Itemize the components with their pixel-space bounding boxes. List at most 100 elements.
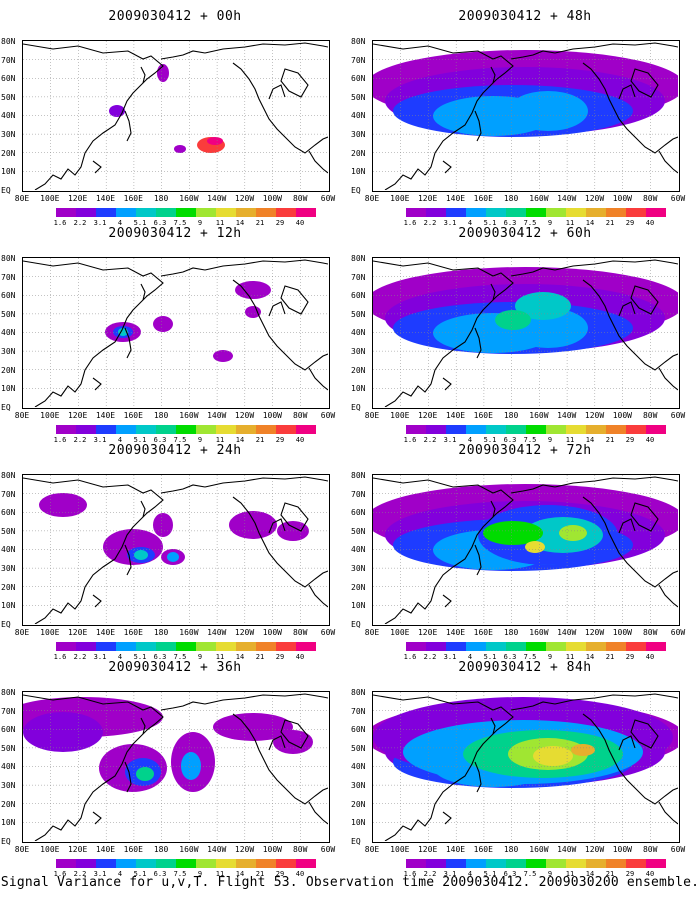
colorbar-swatch xyxy=(196,859,216,868)
latitude-label: 40N xyxy=(351,111,366,121)
colorbar-label: 29 xyxy=(275,219,285,227)
variance-contour xyxy=(235,281,271,299)
colorbar-label: 6.3 xyxy=(503,436,517,444)
graticule xyxy=(373,258,678,407)
latitude-label: 80N xyxy=(351,37,366,46)
coastline xyxy=(490,66,496,84)
colorbar-label: 7.5 xyxy=(173,219,187,227)
coastline xyxy=(474,761,482,793)
colorbar-swatch xyxy=(486,208,506,217)
colorbar-swatch xyxy=(626,208,646,217)
coastline xyxy=(308,801,328,825)
panel-title: 2009030412 + 24h xyxy=(108,443,242,458)
colorbar-swatch xyxy=(136,425,156,434)
colorbar-swatch xyxy=(646,208,666,217)
colorbar-swatch xyxy=(406,642,426,651)
latitude-label: 50N xyxy=(1,743,16,753)
colorbar xyxy=(56,425,316,434)
colorbar-label: 6.3 xyxy=(153,653,167,661)
coastline xyxy=(630,285,659,315)
colorbar-label: 9 xyxy=(547,219,553,227)
panel-title: 2009030412 + 72h xyxy=(458,443,592,458)
longitude-label: 160W xyxy=(529,628,549,637)
coastline xyxy=(92,594,102,608)
longitude-label: 120W xyxy=(584,411,605,420)
colorbar-swatch xyxy=(276,642,296,651)
colorbar-swatch xyxy=(236,425,256,434)
latitude-label: 50N xyxy=(1,309,16,319)
latitude-label: 70N xyxy=(351,55,366,65)
colorbar-swatch xyxy=(96,425,116,434)
coastline xyxy=(232,62,328,154)
latitude-label: 70N xyxy=(1,706,16,716)
colorbar-label: 9 xyxy=(547,870,553,878)
colorbar-swatch xyxy=(526,642,546,651)
colorbar-label: 21 xyxy=(255,436,265,444)
longitude-label: 100W xyxy=(612,845,632,854)
coastline xyxy=(582,279,678,371)
coastline xyxy=(280,285,309,315)
coastline xyxy=(510,701,556,711)
colorbar-swatch xyxy=(136,642,156,651)
latitude-label: 80N xyxy=(1,471,16,480)
coastline xyxy=(160,701,206,711)
colorbar-label: 11 xyxy=(565,870,575,878)
colorbar-label: 6.3 xyxy=(153,436,167,444)
colorbar-label: 6.3 xyxy=(503,219,517,227)
map-panel: 2009030412 + 00h 80N 70N 60N 50N 40N 30N 20N 10N… xyxy=(0,0,350,227)
panel-title: 2009030412 + 00h xyxy=(108,9,242,24)
variance-contour xyxy=(167,552,179,562)
latitude-label: EQ xyxy=(1,185,11,195)
coastline xyxy=(232,496,328,588)
longitude-label: 80E xyxy=(14,845,30,854)
longitude-label: 120E xyxy=(417,194,438,203)
colorbar-label: 5.1 xyxy=(483,653,497,661)
longitude-label: 120W xyxy=(584,194,605,203)
colorbar-label: 2.2 xyxy=(73,219,87,227)
latitude-label: 80N xyxy=(351,254,366,263)
colorbar-label: 1.6 xyxy=(53,653,67,661)
variance-contour xyxy=(483,521,543,545)
colorbar xyxy=(56,208,316,217)
colorbar-label: 2.2 xyxy=(423,870,437,878)
latitude-label: 30N xyxy=(351,130,366,139)
colorbar-label: 7.5 xyxy=(523,653,537,661)
colorbar-swatch xyxy=(466,859,486,868)
variance-map xyxy=(373,258,678,407)
coastline xyxy=(554,476,678,488)
coastline xyxy=(23,477,164,624)
map-frame xyxy=(22,40,330,192)
graticule xyxy=(23,692,328,841)
latitude-label: 40N xyxy=(1,545,16,555)
coastline xyxy=(92,811,102,825)
latitude-label: 50N xyxy=(351,743,366,753)
longitude-label: 180 xyxy=(503,845,519,854)
coastline xyxy=(308,150,328,174)
coastline xyxy=(630,68,659,98)
longitude-label: 180 xyxy=(503,411,519,420)
coastline xyxy=(308,367,328,391)
colorbar-label: 14 xyxy=(235,653,245,661)
coastline xyxy=(658,584,678,608)
colorbar-swatch xyxy=(486,425,506,434)
longitude-label: 160W xyxy=(529,194,549,203)
variance-contour xyxy=(181,752,201,780)
latitude-label: 30N xyxy=(1,564,16,573)
colorbar-label: 21 xyxy=(605,653,615,661)
coastline xyxy=(268,735,286,751)
colorbar-swatch xyxy=(506,642,526,651)
colorbar-swatch xyxy=(296,642,316,651)
colorbar xyxy=(406,425,666,434)
colorbar-swatch xyxy=(426,642,446,651)
colorbar-label: 29 xyxy=(625,219,635,227)
colorbar-swatch xyxy=(406,425,426,434)
colorbar-label: 29 xyxy=(625,653,635,661)
colorbar-swatch xyxy=(216,859,236,868)
colorbar-swatch xyxy=(216,425,236,434)
colorbar xyxy=(406,859,666,868)
latitude-label: 30N xyxy=(351,564,366,573)
coastline xyxy=(140,500,146,518)
longitude-label: 100E xyxy=(40,411,60,420)
longitude-label: 100E xyxy=(40,194,60,203)
latitude-label: 40N xyxy=(351,328,366,338)
